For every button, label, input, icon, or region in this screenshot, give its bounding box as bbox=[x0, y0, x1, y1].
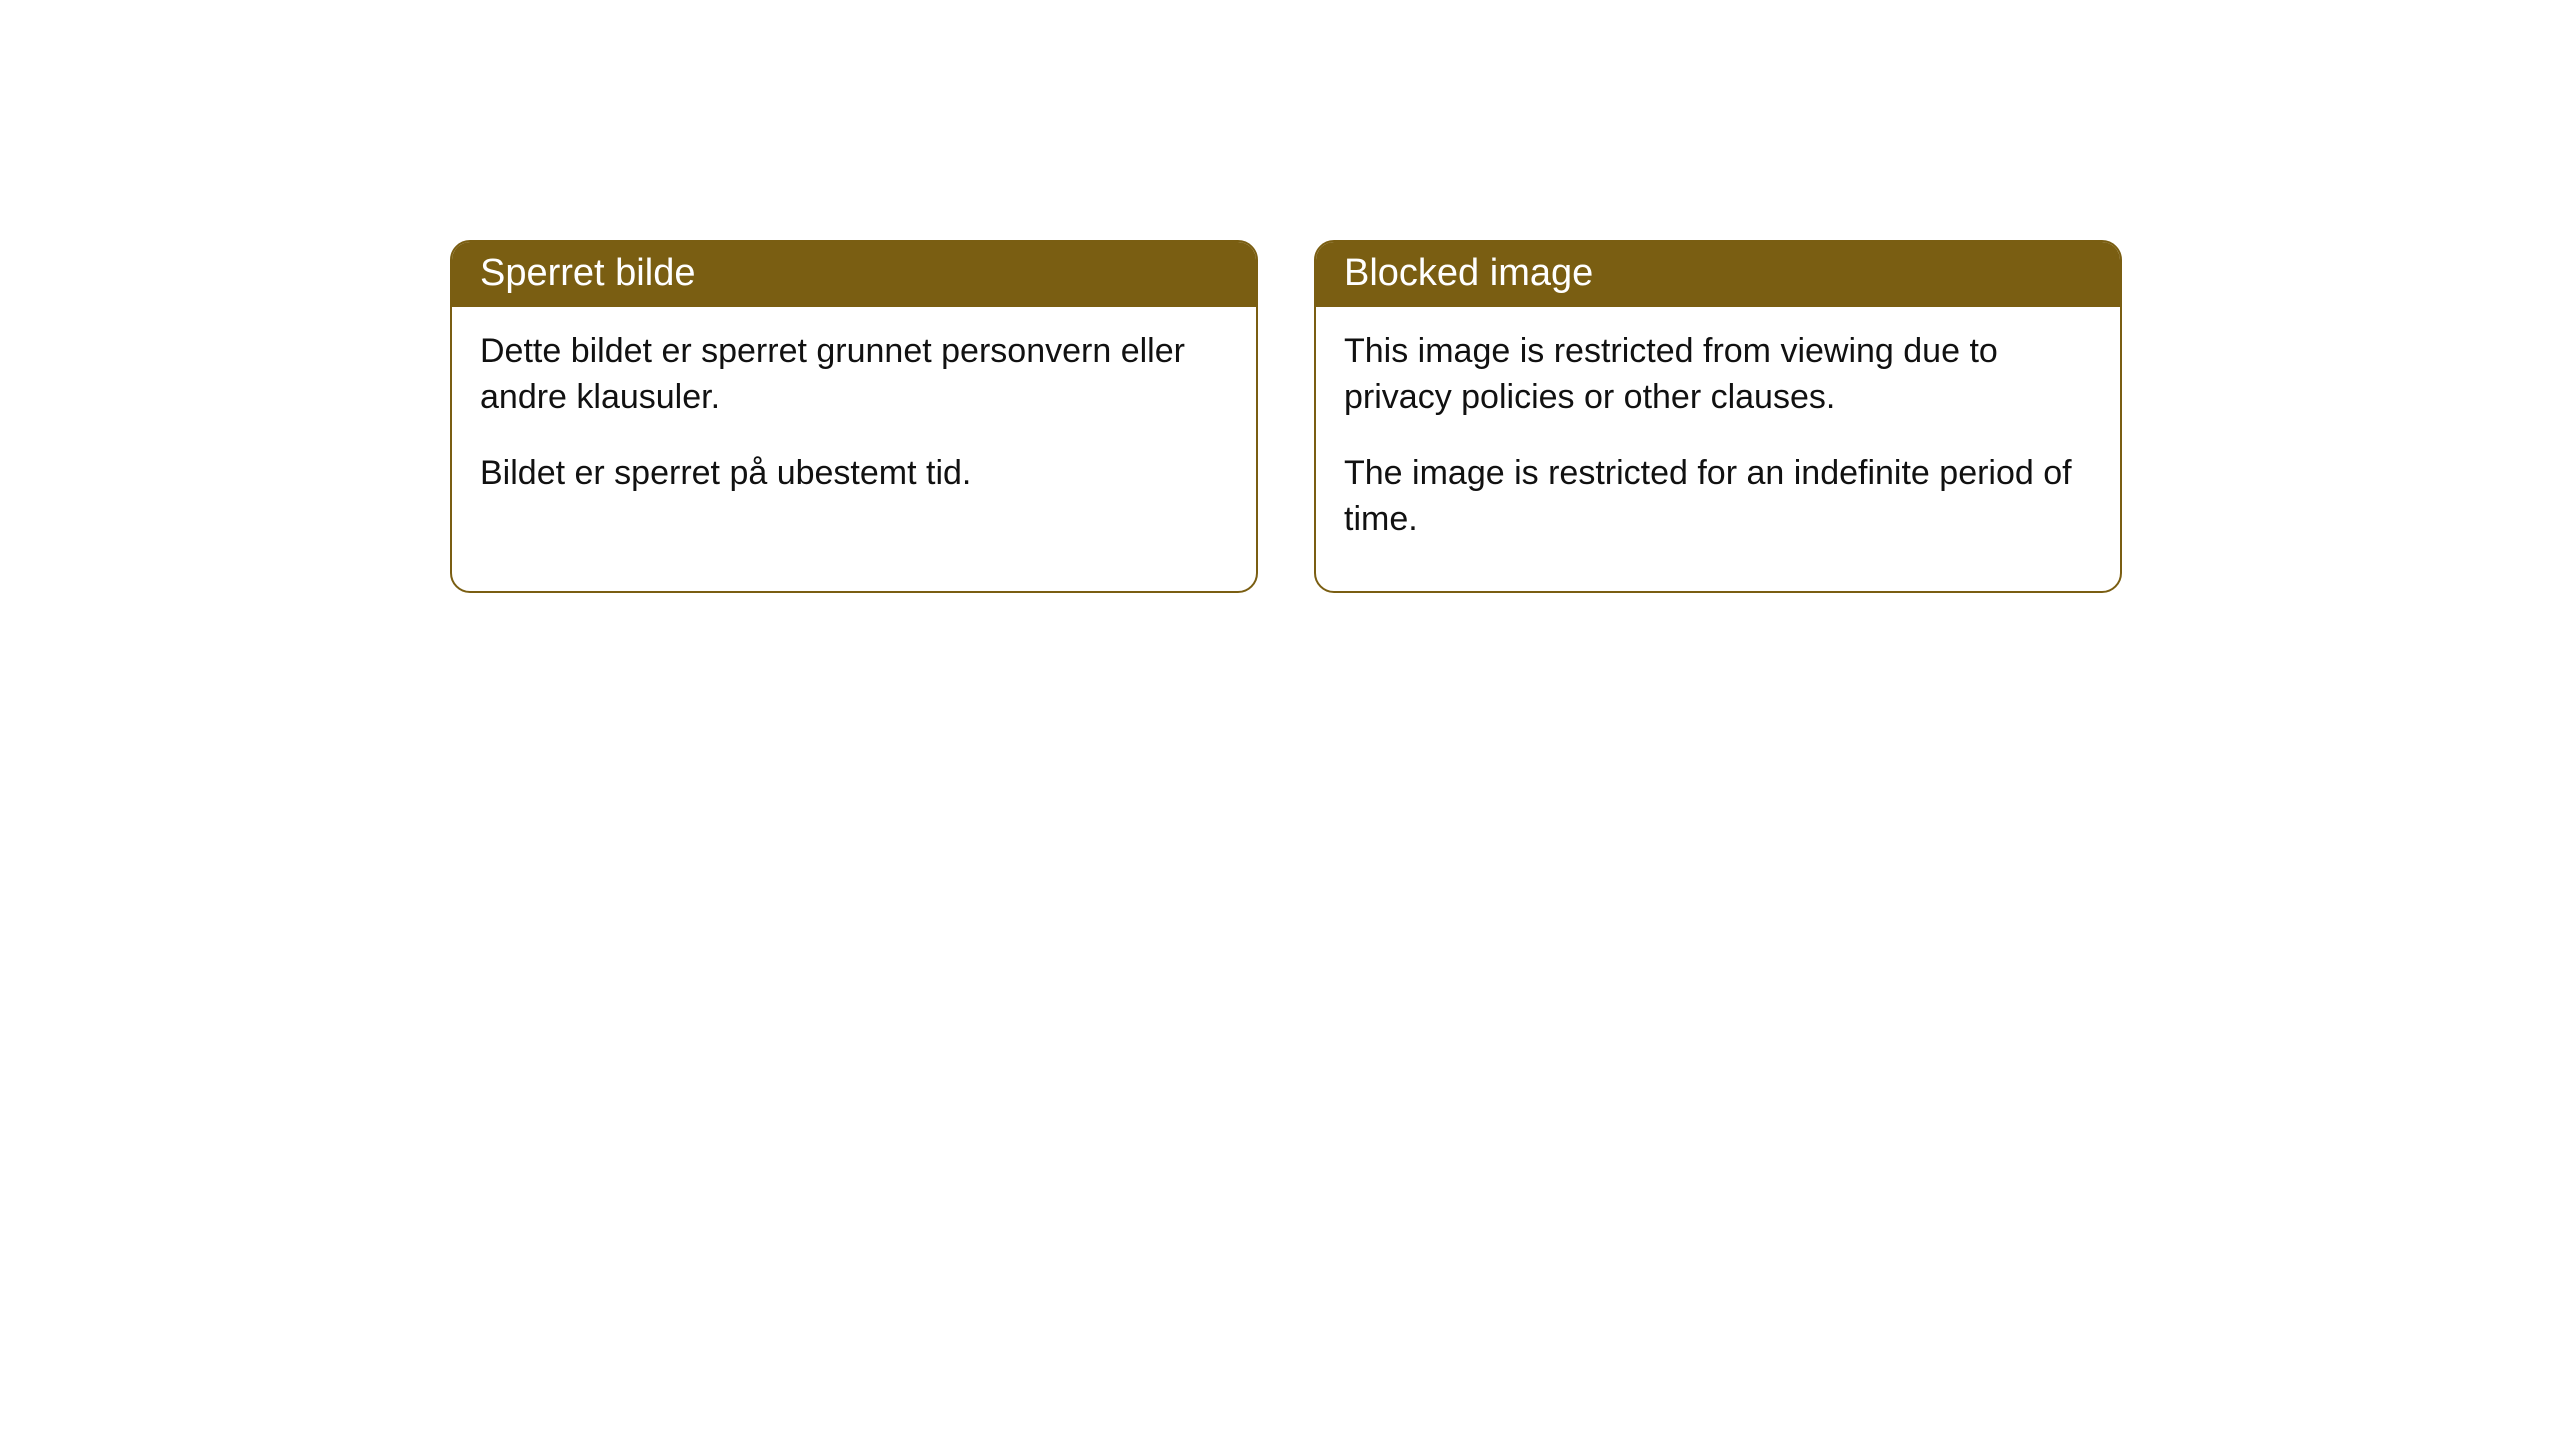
card-paragraph-1: Dette bildet er sperret grunnet personve… bbox=[480, 329, 1228, 421]
card-body: This image is restricted from viewing du… bbox=[1316, 307, 2120, 591]
card-body: Dette bildet er sperret grunnet personve… bbox=[452, 307, 1256, 545]
card-paragraph-2: Bildet er sperret på ubestemt tid. bbox=[480, 451, 1228, 497]
notice-card-norwegian: Sperret bilde Dette bildet er sperret gr… bbox=[450, 240, 1258, 593]
notice-cards-container: Sperret bilde Dette bildet er sperret gr… bbox=[450, 240, 2122, 593]
card-paragraph-1: This image is restricted from viewing du… bbox=[1344, 329, 2092, 421]
card-title: Blocked image bbox=[1316, 242, 2120, 307]
notice-card-english: Blocked image This image is restricted f… bbox=[1314, 240, 2122, 593]
card-paragraph-2: The image is restricted for an indefinit… bbox=[1344, 451, 2092, 543]
card-title: Sperret bilde bbox=[452, 242, 1256, 307]
